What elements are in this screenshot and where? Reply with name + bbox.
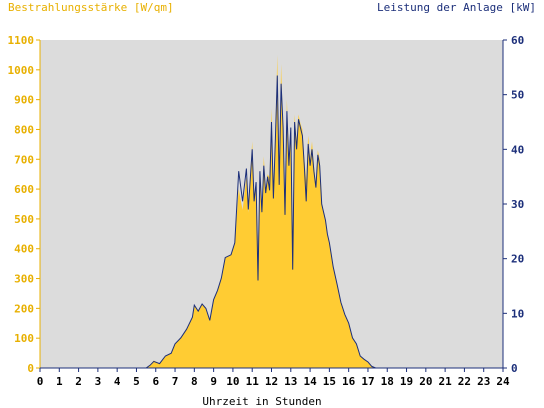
- right-tick-label: 50: [511, 89, 524, 102]
- x-tick-label: 3: [95, 375, 102, 388]
- left-tick-label: 800: [14, 123, 34, 136]
- x-tick-label: 15: [323, 375, 336, 388]
- right-tick-label: 10: [511, 307, 524, 320]
- x-tick-label: 21: [439, 375, 453, 388]
- x-tick-label: 11: [246, 375, 260, 388]
- x-tick-label: 12: [265, 375, 278, 388]
- x-tick-label: 23: [477, 375, 490, 388]
- left-tick-label: 1000: [8, 64, 35, 77]
- x-tick-label: 2: [75, 375, 82, 388]
- right-axis-title: Leistung der Anlage [kW]: [377, 1, 536, 14]
- irradiance-area: [40, 54, 503, 369]
- left-tick-label: 300: [14, 273, 34, 286]
- x-tick-label: 9: [210, 375, 217, 388]
- x-tick-label: 5: [133, 375, 140, 388]
- left-tick-label: 200: [14, 302, 34, 315]
- power-line: [40, 75, 503, 369]
- right-tick-label: 20: [511, 253, 524, 266]
- irradiance-series: [40, 54, 503, 369]
- right-tick-label: 0: [511, 362, 518, 375]
- x-tick-label: 13: [284, 375, 297, 388]
- left-tick-label: 0: [27, 362, 34, 375]
- left-y-ticks: 0 100 200 300 400 500 600 700 800 900 1000 1100: [8, 34, 40, 375]
- x-tick-label: 17: [361, 375, 374, 388]
- x-tick-label: 4: [114, 375, 121, 388]
- x-ticks: 0 1 2 3 4 5 6 7 8 9 10 11 12 13 14 15 16 17 18 19 20 21 22 23 24: [37, 368, 510, 388]
- right-tick-label: 60: [511, 34, 524, 47]
- left-tick-label: 1100: [8, 34, 35, 47]
- x-tick-label: 14: [303, 375, 317, 388]
- left-tick-label: 500: [14, 213, 34, 226]
- x-tick-label: 22: [458, 375, 471, 388]
- x-tick-label: 18: [381, 375, 394, 388]
- power-series: [40, 75, 503, 369]
- left-tick-label: 900: [14, 94, 34, 107]
- left-tick-label: 400: [14, 243, 34, 256]
- x-tick-label: 7: [172, 375, 179, 388]
- right-y-ticks: 0 10 20 30 40 50 60: [503, 34, 524, 375]
- x-tick-label: 19: [400, 375, 413, 388]
- x-tick-label: 10: [226, 375, 239, 388]
- left-tick-label: 600: [14, 183, 34, 196]
- x-tick-label: 0: [37, 375, 44, 388]
- right-tick-label: 30: [511, 198, 524, 211]
- x-tick-label: 8: [191, 375, 198, 388]
- x-tick-label: 16: [342, 375, 356, 388]
- left-axis-title: Bestrahlungsstärke [W/qm]: [8, 1, 174, 14]
- left-tick-label: 100: [14, 332, 34, 345]
- left-tick-label: 700: [14, 153, 34, 166]
- right-tick-label: 40: [511, 143, 524, 156]
- x-tick-label: 1: [56, 375, 63, 388]
- x-axis-title: Uhrzeit in Stunden: [202, 395, 321, 408]
- x-tick-label: 20: [419, 375, 432, 388]
- x-tick-label: 6: [152, 375, 159, 388]
- x-tick-label: 24: [496, 375, 510, 388]
